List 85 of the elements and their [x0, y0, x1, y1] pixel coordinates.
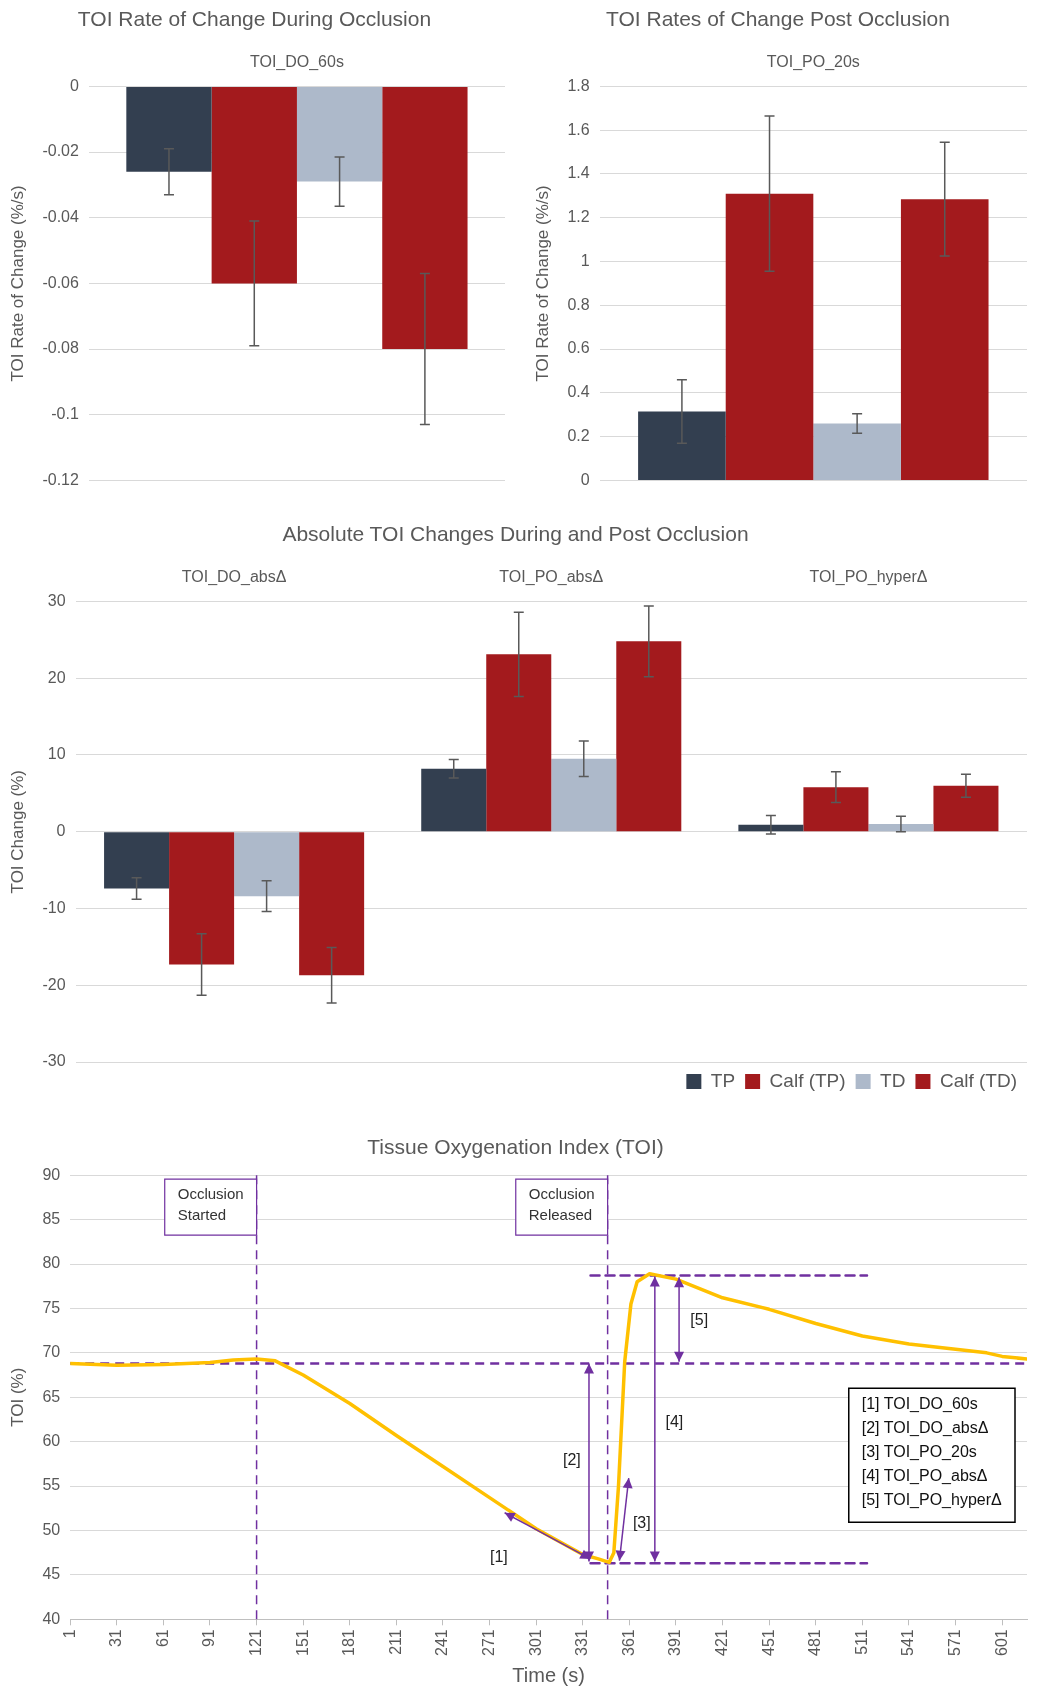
y-tick-label: 85: [42, 1210, 61, 1228]
x-tick-label: 151: [293, 1629, 311, 1657]
y-tick-label: 0.2: [567, 427, 590, 445]
y-tick-label: 1.4: [567, 164, 590, 182]
y-tick-label: 1.6: [567, 120, 590, 138]
chart-title: Tissue Oxygenation Index (TOI): [367, 1135, 664, 1159]
x-axis-title: Time (s): [512, 1663, 585, 1686]
y-tick-label: 20: [47, 668, 66, 686]
y-tick-label: -20: [42, 975, 66, 993]
annotation: [1] TOI_DO_60s: [861, 1394, 978, 1413]
chart-title: Absolute TOI Changes During and Post Occlusion: [282, 522, 749, 546]
annotation: [2]: [563, 1450, 581, 1468]
y-tick-label: -0.02: [42, 142, 79, 160]
y-tick-label: 0: [580, 470, 590, 488]
ref-line-label: Occlusion Started: [177, 1184, 244, 1223]
y-axis-title: TOI Rate of Change (%/s): [7, 185, 27, 382]
y-tick-label: -0.12: [42, 470, 79, 488]
annotation: [5]: [690, 1311, 709, 1329]
x-tick-label: TOI_PO_hyperΔ: [809, 568, 928, 587]
y-tick-label: 0: [56, 822, 66, 840]
x-tick-label: 421: [712, 1629, 730, 1657]
x-tick-label: 481: [806, 1629, 824, 1657]
y-tick-label: 0: [69, 76, 79, 94]
y-tick-label: 0.4: [567, 383, 590, 401]
x-tick-label: 391: [666, 1629, 684, 1657]
y-tick-label: 0.6: [567, 339, 590, 357]
x-tick-label: 61: [153, 1629, 171, 1648]
y-tick-label: 55: [42, 1476, 61, 1494]
y-tick-label: -0.04: [42, 208, 79, 226]
x-tick-label: 541: [899, 1629, 917, 1657]
y-tick-label: 1.2: [567, 208, 590, 226]
annotation: [1]: [490, 1547, 508, 1565]
y-tick-label: 60: [42, 1432, 61, 1450]
y-tick-label: 30: [47, 591, 66, 609]
y-tick-label: -10: [42, 898, 66, 916]
x-tick-label: 571: [945, 1629, 963, 1657]
y-tick-label: -0.08: [42, 339, 79, 357]
x-tick-label: 361: [619, 1629, 637, 1657]
x-tick-label: 271: [479, 1629, 497, 1657]
x-tick-label: 601: [992, 1629, 1010, 1657]
x-tick-label: 211: [386, 1629, 404, 1655]
annotation: [4]: [665, 1412, 684, 1430]
annotation: [3] TOI_PO_20s: [861, 1442, 977, 1461]
y-tick-label: 90: [42, 1165, 61, 1183]
x-tick-label: TOI_DO_60s: [249, 53, 344, 72]
legend-label: TD: [880, 1069, 906, 1091]
y-tick-label: 75: [42, 1298, 61, 1316]
y-tick-label: 40: [42, 1609, 61, 1627]
legend-label: TP: [710, 1069, 736, 1091]
y-axis-title: TOI Rate of Change (%/s): [532, 185, 552, 382]
legend-label: Calf (TP): [769, 1069, 846, 1091]
y-tick-label: 10: [47, 745, 66, 763]
y-tick-label: -30: [42, 1052, 66, 1070]
x-tick-label: 31: [107, 1629, 125, 1648]
x-tick-label: 241: [433, 1629, 451, 1657]
x-tick-label: TOI_PO_20s: [766, 53, 860, 72]
x-tick-label: 451: [759, 1629, 777, 1657]
y-tick-label: 0.8: [567, 295, 590, 313]
chart-title: TOI Rate of Change During Occlusion: [77, 7, 432, 31]
y-tick-label: 65: [42, 1387, 61, 1405]
x-tick-label: TOI_PO_absΔ: [499, 568, 604, 587]
x-tick-label: 331: [573, 1629, 591, 1657]
y-tick-label: 70: [42, 1343, 61, 1361]
y-tick-label: 80: [42, 1254, 61, 1272]
annotation: [5] TOI_PO_hyperΔ: [861, 1490, 1003, 1509]
legend-label: Calf (TD): [939, 1069, 1018, 1091]
annotation: [3]: [632, 1513, 651, 1531]
y-axis-title: TOI Change (%): [7, 769, 27, 894]
annotation: [4] TOI_PO_absΔ: [861, 1466, 988, 1485]
y-tick-label: 50: [42, 1520, 61, 1538]
y-tick-label: 45: [42, 1565, 61, 1583]
x-tick-label: 301: [526, 1629, 544, 1657]
y-tick-label: -0.06: [42, 273, 79, 291]
ref-line-label: Occlusion Released: [528, 1184, 595, 1223]
x-tick-label: 511: [852, 1629, 870, 1655]
annotation: [2] TOI_DO_absΔ: [861, 1418, 989, 1437]
x-tick-label: 91: [200, 1629, 218, 1648]
y-tick-label: 1.8: [567, 76, 590, 94]
x-tick-label: TOI_DO_absΔ: [181, 568, 287, 587]
y-axis-title: TOI (%): [7, 1367, 27, 1427]
chart-title: TOI Rates of Change Post Occlusion: [606, 7, 950, 31]
x-tick-label: 121: [246, 1629, 264, 1657]
y-tick-label: -0.1: [51, 405, 79, 423]
y-tick-label: 1: [580, 251, 590, 269]
x-tick-label: 181: [340, 1629, 358, 1657]
